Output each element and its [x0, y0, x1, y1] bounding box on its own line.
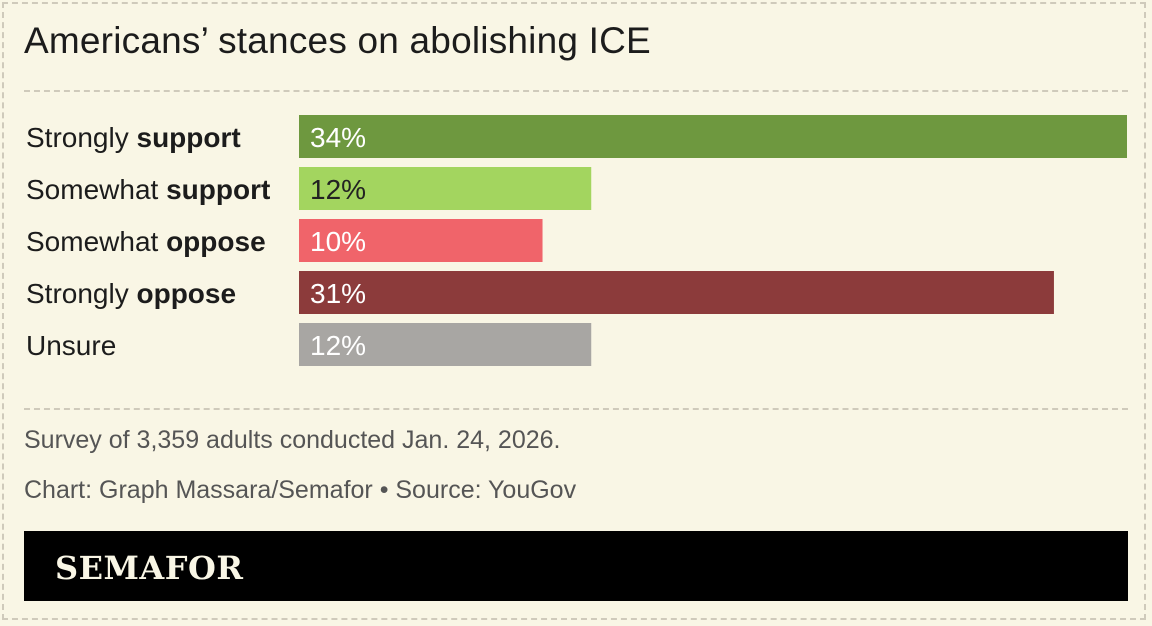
category-label-prefix: Unsure — [26, 330, 116, 361]
category-label-emphasis: oppose — [166, 226, 266, 257]
bottom-divider — [24, 408, 1128, 410]
bar — [299, 323, 592, 366]
category-label-emphasis: support — [137, 122, 241, 153]
bar-value-label: 10% — [310, 226, 366, 257]
category-label-emphasis: oppose — [137, 278, 237, 309]
category-label-prefix: Strongly — [26, 122, 137, 153]
category-label: Somewhat support — [26, 174, 270, 205]
bar-value-label: 31% — [310, 278, 366, 309]
category-label: Unsure — [26, 330, 116, 361]
category-label: Somewhat oppose — [26, 226, 266, 257]
brand-bar: SEMAFOR — [24, 531, 1128, 601]
chart-title: Americans’ stances on abolishing ICE — [24, 20, 651, 61]
bar — [299, 219, 543, 262]
bar — [299, 115, 1127, 158]
bar-chart: Strongly support 34% Somewhat support 12% So… — [26, 115, 1127, 366]
survey-note: Survey of 3,359 adults conducted Jan. 24… — [24, 426, 561, 454]
category-label-emphasis: support — [166, 174, 270, 205]
top-divider — [24, 90, 1128, 92]
category-label: Strongly oppose — [26, 278, 236, 309]
chart-credit: Chart: Graph Massara/Semafor • Source: Y… — [24, 476, 577, 504]
bar — [299, 167, 592, 210]
category-label-prefix: Somewhat — [26, 174, 166, 205]
bar-value-label: 12% — [310, 174, 366, 205]
category-label: Strongly support — [26, 122, 241, 153]
semafor-logo: SEMAFOR — [55, 549, 244, 587]
category-label-prefix: Strongly — [26, 278, 137, 309]
bar-value-label: 12% — [310, 330, 366, 361]
category-label-prefix: Somewhat — [26, 226, 166, 257]
bar-value-label: 34% — [310, 122, 366, 153]
bar — [299, 271, 1054, 314]
